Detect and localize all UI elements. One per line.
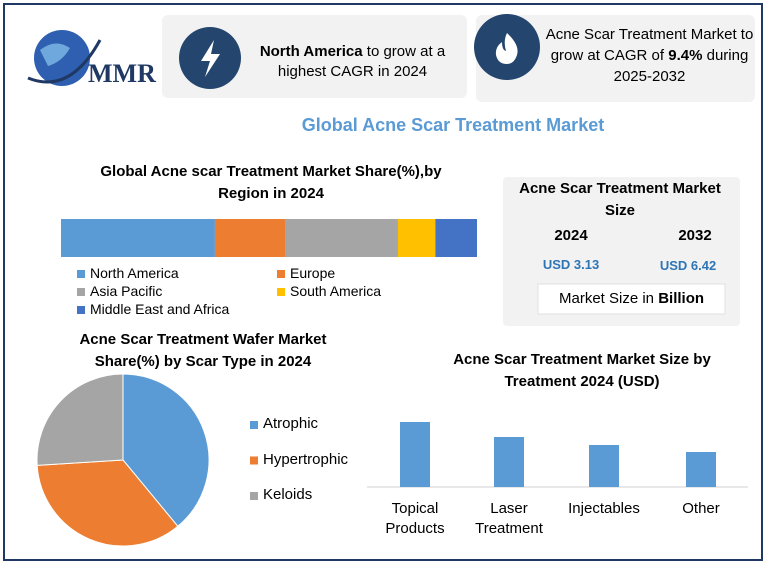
chart-title: Acne Scar Treatment Market Size by Treat… xyxy=(453,351,711,390)
logo-swoosh xyxy=(27,39,102,84)
icon-flame xyxy=(495,33,518,64)
bar xyxy=(686,452,716,487)
bar-segment xyxy=(397,219,436,257)
bar-segment xyxy=(435,219,477,257)
main-title: Global Acne Scar Treatment Market xyxy=(301,115,605,135)
legend-swatch xyxy=(77,306,85,314)
legend-swatch xyxy=(277,270,285,278)
amount: USD 3.13 xyxy=(542,257,600,272)
text: to grow at a highest CAGR in 2024 xyxy=(277,43,446,80)
logo-land xyxy=(40,43,70,66)
pie-slice xyxy=(36,459,179,547)
market-size-note-box xyxy=(537,283,726,315)
highlight: Billion xyxy=(658,290,705,307)
x-tick-label: Topical Products xyxy=(385,500,445,537)
bar-segment xyxy=(61,219,215,257)
box2 xyxy=(476,15,755,102)
logo-text: MMR xyxy=(88,59,156,88)
legend-label: North America xyxy=(90,265,179,281)
x-tick-label: Laser Treatment xyxy=(475,500,543,537)
box1-text: North America to grow at a highest CAGR … xyxy=(245,42,460,82)
bar xyxy=(589,445,619,487)
legend-label: Middle East and Africa xyxy=(90,301,230,317)
x-tick-label: Other xyxy=(682,500,720,517)
market-size-note: Market Size in Billion xyxy=(538,290,725,307)
highlight: 9.4% xyxy=(668,47,703,64)
legend-swatch xyxy=(250,456,258,465)
chart-title: Global Acne scar Treatment Market Share(… xyxy=(100,163,442,202)
frame xyxy=(3,3,763,561)
legend-swatch xyxy=(77,288,85,296)
highlight: North America xyxy=(259,43,363,60)
year: 2024 xyxy=(554,227,588,244)
amount: USD 6.42 xyxy=(659,258,717,273)
legend-label: Hypertrophic xyxy=(263,450,349,468)
legend-label: Europe xyxy=(290,265,336,281)
legend-swatch xyxy=(77,270,85,278)
year: 2032 xyxy=(678,227,712,244)
pie-slice xyxy=(122,373,210,527)
legend-label: Keloids xyxy=(263,486,313,503)
pie-slice xyxy=(36,373,124,466)
legend-label: South America xyxy=(290,283,382,299)
icon-bolt xyxy=(201,40,220,77)
bar-segment xyxy=(214,219,286,257)
box2-text: Acne Scar Treatment Market to grow at CA… xyxy=(542,24,757,87)
legend-label: Atrophic xyxy=(263,415,319,432)
chart-title: Acne Scar Treatment Wafer Market Share(%… xyxy=(79,331,327,370)
text: Acne Scar Treatment Market to grow at CA… xyxy=(545,26,754,64)
bar-segment xyxy=(285,219,398,257)
legend-swatch xyxy=(250,492,258,500)
market-size-title: Acne Scar Treatment Market Size xyxy=(519,180,721,219)
bar xyxy=(400,422,430,487)
text: Market Size in xyxy=(558,290,659,307)
legend-swatch xyxy=(277,288,285,296)
legend-swatch xyxy=(250,421,258,429)
box1 xyxy=(162,15,467,98)
legend-label: Asia Pacific xyxy=(90,283,163,299)
bar xyxy=(494,437,524,487)
text: during 2025-2032 xyxy=(613,47,749,85)
x-tick-label: Injectables xyxy=(568,500,640,517)
